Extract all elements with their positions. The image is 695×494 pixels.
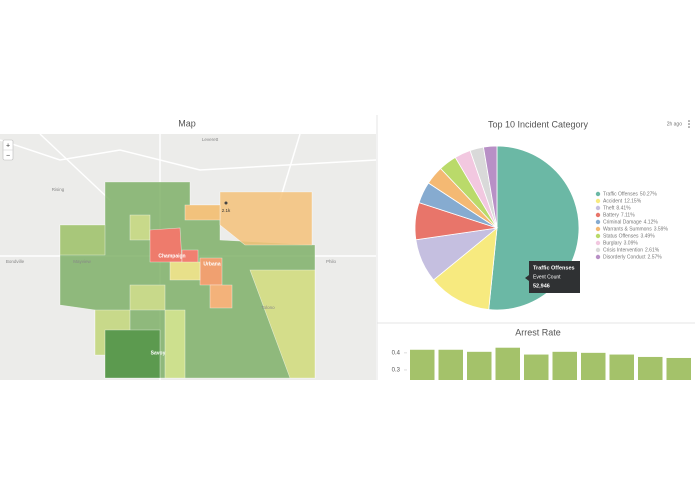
y-tick-label: 0.4: [392, 350, 401, 356]
pie-slice: [483, 145, 498, 229]
legend-label: Warrants & Summons: [603, 226, 652, 232]
place-label: Leverett: [202, 137, 219, 142]
map-title: Map: [178, 118, 196, 128]
bar: [410, 349, 435, 380]
legend-swatch: [595, 226, 601, 232]
bar: [495, 347, 520, 380]
tooltip-title: Traffic Offenses: [533, 265, 575, 271]
legend-value: 4.12%: [644, 219, 659, 225]
updated-time: 2h ago: [667, 121, 683, 127]
legend-swatch: [595, 212, 601, 218]
place-label: Mayview: [73, 259, 91, 264]
legend-value: 3.49%: [640, 233, 655, 239]
legend-value: 2.61%: [645, 247, 660, 253]
legend-swatch: [595, 198, 601, 204]
legend-swatch: [595, 240, 601, 246]
place-label: Philo: [326, 259, 337, 264]
legend-value: 3.09%: [624, 240, 639, 246]
legend-label: Battery: [603, 212, 619, 218]
legend-value: 50.27%: [640, 191, 658, 197]
pie-slice: [432, 227, 498, 311]
legend-value: 7.11%: [621, 212, 635, 218]
tooltip-value: 52,946: [533, 283, 550, 289]
place-label: Champaign: [158, 253, 185, 259]
legend-swatch: [595, 219, 601, 225]
bar: [638, 356, 663, 380]
place-label: Urbana: [203, 261, 220, 267]
legend-swatch: [595, 247, 601, 253]
legend-swatch: [595, 205, 601, 211]
place-label: Savoy: [151, 350, 166, 356]
pie-title: Top 10 Incident Category: [488, 119, 589, 129]
legend-label: Burglary: [603, 240, 622, 246]
legend-value: 8.41%: [616, 205, 631, 211]
bar: [666, 357, 691, 380]
bar: [609, 354, 634, 380]
legend-label: Crisis Intervention: [603, 247, 643, 253]
bar-title: Arrest Rate: [515, 327, 561, 337]
legend-label: Criminal Damage: [603, 219, 642, 225]
legend-label: Status Offenses: [603, 233, 639, 239]
bar: [438, 349, 463, 380]
legend-value: 2.57%: [648, 254, 663, 260]
tooltip-label: Event Count: [533, 274, 561, 280]
y-tick-label: 0.3: [392, 368, 401, 374]
tooltip: [525, 261, 580, 293]
legend-label: Accident: [603, 198, 623, 204]
legend-value: 3.59%: [654, 226, 669, 232]
map: [0, 133, 377, 380]
legend-label: Traffic Offenses: [603, 191, 638, 197]
place-label: Bondville: [6, 259, 25, 264]
zoom-out[interactable]: −: [6, 152, 10, 159]
place-label: Tolono: [261, 305, 275, 310]
place-label: Rising: [52, 187, 65, 192]
legend-swatch: [595, 254, 601, 260]
legend-label: Theft: [603, 205, 615, 211]
marker-label: 2.1k: [222, 208, 231, 213]
bar: [467, 351, 492, 380]
legend-swatch: [595, 191, 601, 197]
legend-label: Disorderly Conduct: [603, 254, 646, 260]
bar: [552, 351, 577, 380]
bar: [524, 354, 549, 380]
legend-value: 12.15%: [624, 198, 642, 204]
legend-swatch: [595, 233, 601, 239]
bar: [581, 352, 606, 380]
menu-button[interactable]: [688, 120, 690, 128]
zoom-in[interactable]: +: [6, 142, 10, 149]
